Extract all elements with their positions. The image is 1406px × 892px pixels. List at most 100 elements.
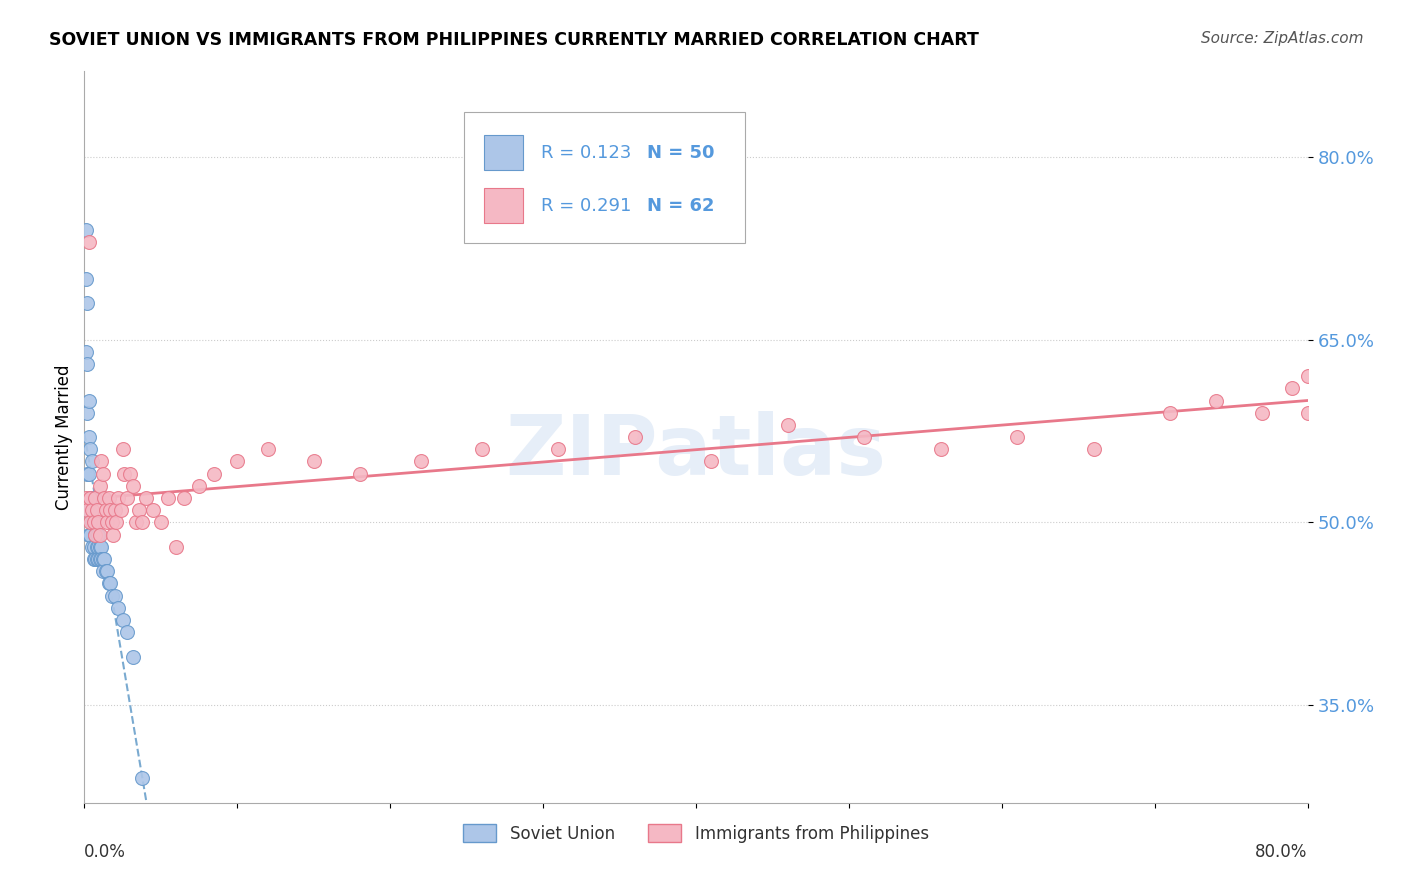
Point xyxy=(96,516,118,530)
Point xyxy=(84,552,107,566)
Point xyxy=(94,564,117,578)
Point xyxy=(1250,406,1272,420)
Point xyxy=(83,552,105,566)
Point xyxy=(80,540,103,554)
Point xyxy=(79,442,101,457)
Point xyxy=(86,503,108,517)
Point xyxy=(853,430,876,444)
Point xyxy=(257,442,280,457)
Point xyxy=(142,503,165,517)
Point xyxy=(115,625,138,640)
Point xyxy=(700,454,723,468)
Point xyxy=(79,491,101,505)
Point xyxy=(83,491,105,505)
Point xyxy=(80,454,103,468)
Point xyxy=(87,540,110,554)
Point xyxy=(76,406,98,420)
Point xyxy=(120,467,142,481)
Point xyxy=(86,552,108,566)
Point xyxy=(90,552,112,566)
Point xyxy=(76,296,98,310)
Point xyxy=(125,516,148,530)
Text: N = 50: N = 50 xyxy=(647,144,714,161)
Point xyxy=(77,467,100,481)
Point xyxy=(84,527,107,541)
Point xyxy=(128,503,150,517)
Y-axis label: Currently Married: Currently Married xyxy=(55,364,73,510)
Point xyxy=(1005,430,1028,444)
Text: 0.0%: 0.0% xyxy=(84,843,127,861)
Point xyxy=(83,540,105,554)
Point xyxy=(471,442,494,457)
Point xyxy=(91,552,114,566)
Point xyxy=(173,491,195,505)
Point xyxy=(87,527,110,541)
Point xyxy=(86,540,108,554)
Point xyxy=(80,491,103,505)
Point xyxy=(929,442,952,457)
Point xyxy=(349,467,371,481)
Point xyxy=(76,467,98,481)
FancyBboxPatch shape xyxy=(464,112,745,244)
Point xyxy=(1281,381,1303,395)
Point xyxy=(202,467,225,481)
Point xyxy=(84,516,107,530)
Point xyxy=(87,552,110,566)
Point xyxy=(80,516,103,530)
Point xyxy=(83,516,105,530)
Point xyxy=(90,454,112,468)
Point xyxy=(122,479,145,493)
Point xyxy=(84,491,107,505)
Point xyxy=(1159,406,1181,420)
Text: SOVIET UNION VS IMMIGRANTS FROM PHILIPPINES CURRENTLY MARRIED CORRELATION CHART: SOVIET UNION VS IMMIGRANTS FROM PHILIPPI… xyxy=(49,31,979,49)
Point xyxy=(89,540,111,554)
Point xyxy=(101,589,124,603)
Text: ZIPatlas: ZIPatlas xyxy=(506,411,886,492)
Point xyxy=(84,527,107,541)
FancyBboxPatch shape xyxy=(484,135,523,170)
Point xyxy=(302,454,325,468)
Point xyxy=(90,540,112,554)
Point xyxy=(77,503,100,517)
Point xyxy=(1083,442,1105,457)
Point xyxy=(111,442,134,457)
Point xyxy=(547,442,569,457)
Point xyxy=(104,589,127,603)
Point xyxy=(75,491,97,505)
Point xyxy=(98,576,121,591)
Point xyxy=(93,491,115,505)
Point xyxy=(89,527,111,541)
Point xyxy=(76,357,98,371)
Point xyxy=(76,503,98,517)
Text: Source: ZipAtlas.com: Source: ZipAtlas.com xyxy=(1201,31,1364,46)
Point xyxy=(79,527,101,541)
Point xyxy=(86,527,108,541)
Point xyxy=(135,491,157,505)
Point xyxy=(105,516,128,530)
Point xyxy=(89,479,111,493)
Point xyxy=(115,491,138,505)
Point xyxy=(89,552,111,566)
Point xyxy=(91,564,114,578)
Point xyxy=(1205,393,1227,408)
Point xyxy=(149,516,172,530)
Point xyxy=(77,393,100,408)
Point xyxy=(98,503,121,517)
Point xyxy=(97,491,120,505)
Point xyxy=(131,516,153,530)
Point xyxy=(776,417,799,432)
Point xyxy=(107,600,129,615)
Text: 80.0%: 80.0% xyxy=(1256,843,1308,861)
Point xyxy=(77,235,100,249)
Point xyxy=(91,467,114,481)
Text: R = 0.123: R = 0.123 xyxy=(541,144,631,161)
Point xyxy=(226,454,249,468)
Point xyxy=(165,540,187,554)
Point xyxy=(107,491,129,505)
Point xyxy=(75,271,97,285)
Point xyxy=(409,454,432,468)
Point xyxy=(77,430,100,444)
Point xyxy=(97,576,120,591)
Point xyxy=(101,516,124,530)
Point xyxy=(80,503,103,517)
